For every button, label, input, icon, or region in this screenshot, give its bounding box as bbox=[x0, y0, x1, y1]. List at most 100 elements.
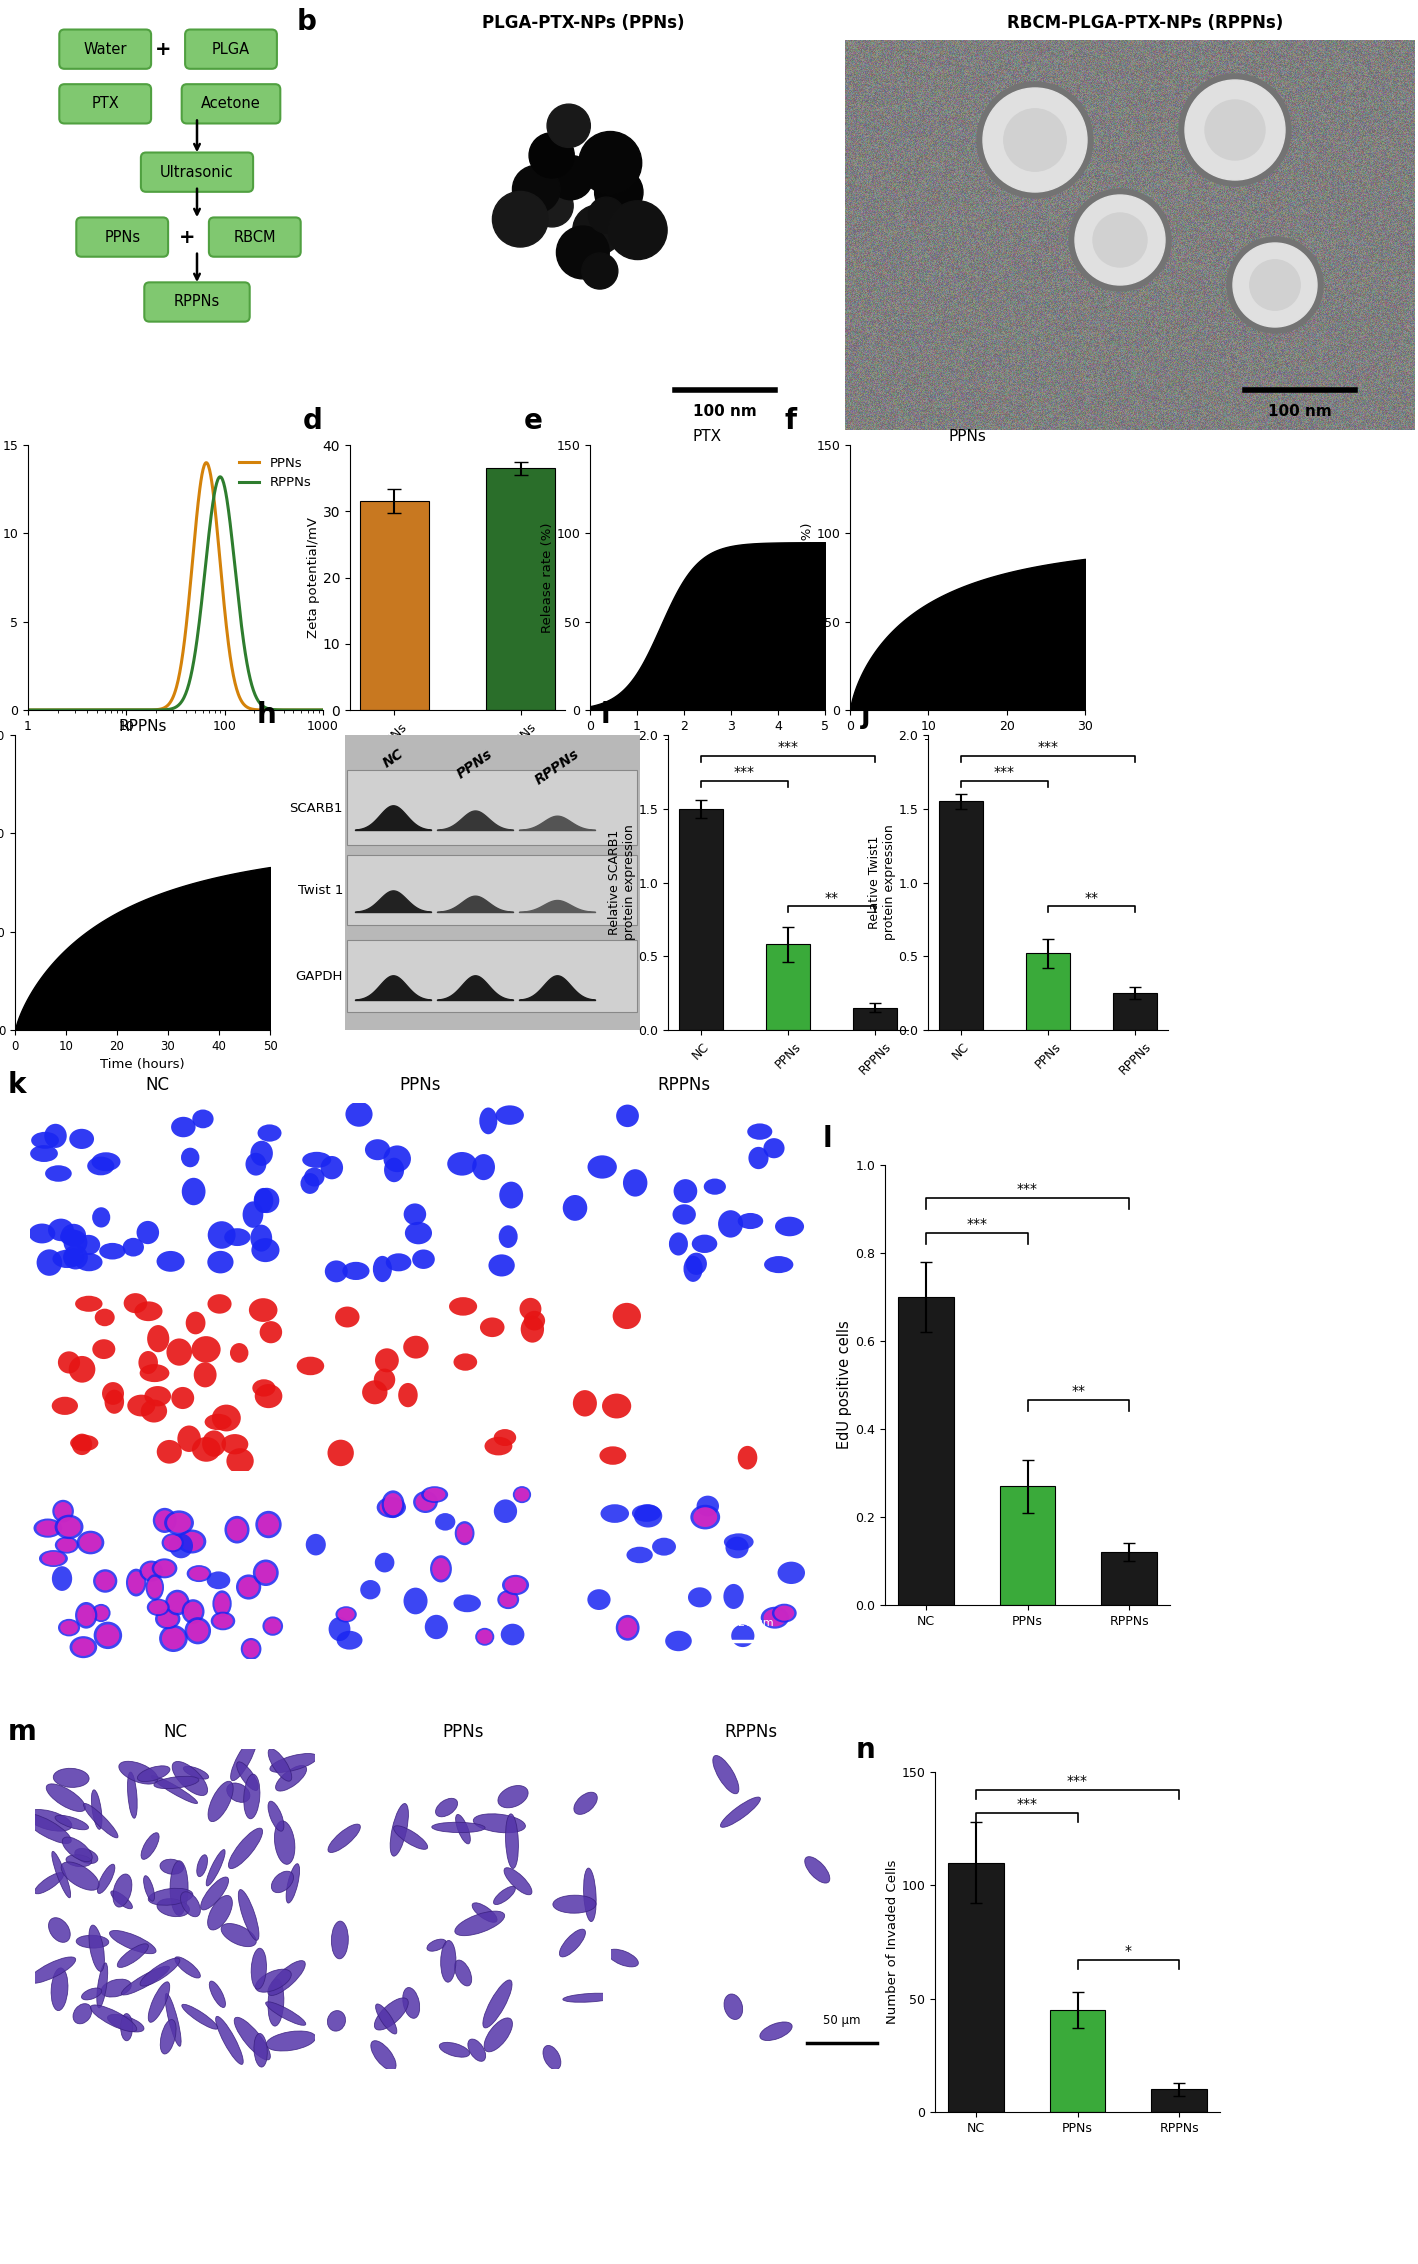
Ellipse shape bbox=[440, 2042, 469, 2058]
Ellipse shape bbox=[523, 1311, 545, 1331]
Ellipse shape bbox=[479, 1107, 498, 1134]
Ellipse shape bbox=[221, 1433, 248, 1453]
Ellipse shape bbox=[172, 1388, 194, 1408]
Ellipse shape bbox=[332, 1922, 349, 1958]
Ellipse shape bbox=[44, 1123, 67, 1148]
Ellipse shape bbox=[749, 1148, 769, 1168]
Ellipse shape bbox=[208, 1782, 233, 1823]
Ellipse shape bbox=[386, 1254, 411, 1272]
Ellipse shape bbox=[726, 1537, 749, 1558]
Text: PPNs: PPNs bbox=[400, 1075, 441, 1094]
Ellipse shape bbox=[166, 1338, 191, 1365]
Ellipse shape bbox=[72, 1639, 95, 1655]
Ellipse shape bbox=[75, 1295, 102, 1311]
Ellipse shape bbox=[187, 1564, 211, 1583]
Ellipse shape bbox=[553, 1895, 596, 1913]
Ellipse shape bbox=[600, 1503, 630, 1524]
Ellipse shape bbox=[143, 1875, 155, 1902]
Text: NC: NC bbox=[163, 1723, 187, 1741]
Ellipse shape bbox=[69, 1130, 94, 1150]
Ellipse shape bbox=[126, 1569, 146, 1596]
Ellipse shape bbox=[476, 1630, 492, 1644]
Ellipse shape bbox=[374, 1997, 408, 2031]
Ellipse shape bbox=[455, 1521, 475, 1546]
Ellipse shape bbox=[501, 1623, 525, 1646]
Ellipse shape bbox=[250, 1297, 278, 1322]
Bar bbox=[898, 1297, 954, 1605]
Ellipse shape bbox=[147, 1324, 169, 1352]
Ellipse shape bbox=[84, 1804, 118, 1838]
Ellipse shape bbox=[211, 1612, 235, 1630]
Ellipse shape bbox=[67, 1854, 92, 1866]
Ellipse shape bbox=[152, 1775, 197, 1804]
Ellipse shape bbox=[228, 1827, 262, 1868]
Ellipse shape bbox=[493, 1886, 515, 1904]
Ellipse shape bbox=[156, 1252, 184, 1272]
Ellipse shape bbox=[737, 1214, 763, 1229]
Ellipse shape bbox=[696, 1497, 719, 1517]
Ellipse shape bbox=[186, 1311, 206, 1333]
Ellipse shape bbox=[207, 1895, 233, 1929]
Bar bbox=[486, 469, 556, 711]
Ellipse shape bbox=[122, 1965, 170, 1995]
Ellipse shape bbox=[600, 1447, 627, 1465]
Ellipse shape bbox=[255, 1562, 277, 1583]
Ellipse shape bbox=[296, 1356, 325, 1374]
Ellipse shape bbox=[140, 1399, 167, 1422]
Ellipse shape bbox=[242, 1639, 259, 1657]
RPPNs bbox=[264, 695, 281, 722]
Ellipse shape bbox=[164, 1589, 190, 1616]
Ellipse shape bbox=[251, 1238, 279, 1261]
Ellipse shape bbox=[560, 1929, 586, 1956]
Ellipse shape bbox=[254, 2033, 268, 2067]
Ellipse shape bbox=[177, 1530, 206, 1553]
PPNs bbox=[211, 546, 228, 573]
Bar bbox=[347, 770, 637, 844]
Text: 50 μm: 50 μm bbox=[824, 2015, 861, 2026]
Ellipse shape bbox=[31, 1132, 60, 1148]
Ellipse shape bbox=[48, 1918, 71, 1943]
Ellipse shape bbox=[259, 1322, 282, 1343]
Ellipse shape bbox=[381, 1490, 404, 1519]
Title: RPPNs: RPPNs bbox=[118, 720, 167, 734]
Ellipse shape bbox=[805, 1856, 830, 1884]
Circle shape bbox=[547, 104, 590, 147]
Ellipse shape bbox=[421, 1485, 448, 1503]
Text: ***: *** bbox=[994, 765, 1015, 779]
Ellipse shape bbox=[184, 1616, 211, 1644]
Ellipse shape bbox=[404, 1204, 427, 1225]
Ellipse shape bbox=[221, 1924, 257, 1947]
Text: 100 nm: 100 nm bbox=[693, 405, 757, 419]
Ellipse shape bbox=[203, 1431, 225, 1456]
RPPNs bbox=[211, 464, 228, 491]
RPPNs bbox=[20, 697, 37, 724]
Ellipse shape bbox=[140, 1834, 159, 1859]
Ellipse shape bbox=[146, 1573, 164, 1601]
Ellipse shape bbox=[703, 1180, 726, 1195]
Ellipse shape bbox=[265, 1619, 281, 1635]
Ellipse shape bbox=[51, 1967, 68, 2010]
Ellipse shape bbox=[204, 1413, 231, 1431]
Ellipse shape bbox=[95, 1309, 115, 1327]
Ellipse shape bbox=[763, 1139, 784, 1159]
Ellipse shape bbox=[135, 1302, 163, 1322]
Ellipse shape bbox=[479, 1318, 505, 1338]
Ellipse shape bbox=[193, 1109, 214, 1127]
Ellipse shape bbox=[155, 1510, 174, 1530]
Ellipse shape bbox=[269, 1755, 318, 1773]
Ellipse shape bbox=[764, 1257, 793, 1272]
Ellipse shape bbox=[502, 1576, 529, 1596]
Text: **: ** bbox=[825, 890, 838, 906]
Ellipse shape bbox=[688, 1587, 712, 1607]
Ellipse shape bbox=[89, 1924, 105, 1972]
Text: ***: *** bbox=[1038, 740, 1058, 754]
Ellipse shape bbox=[72, 1433, 92, 1456]
Ellipse shape bbox=[763, 1610, 786, 1626]
Circle shape bbox=[530, 186, 573, 226]
Ellipse shape bbox=[24, 1813, 71, 1843]
Ellipse shape bbox=[374, 1367, 396, 1390]
Bar bbox=[1151, 2090, 1207, 2112]
Ellipse shape bbox=[584, 1868, 596, 1922]
Ellipse shape bbox=[725, 1533, 753, 1551]
Circle shape bbox=[1234, 242, 1317, 326]
